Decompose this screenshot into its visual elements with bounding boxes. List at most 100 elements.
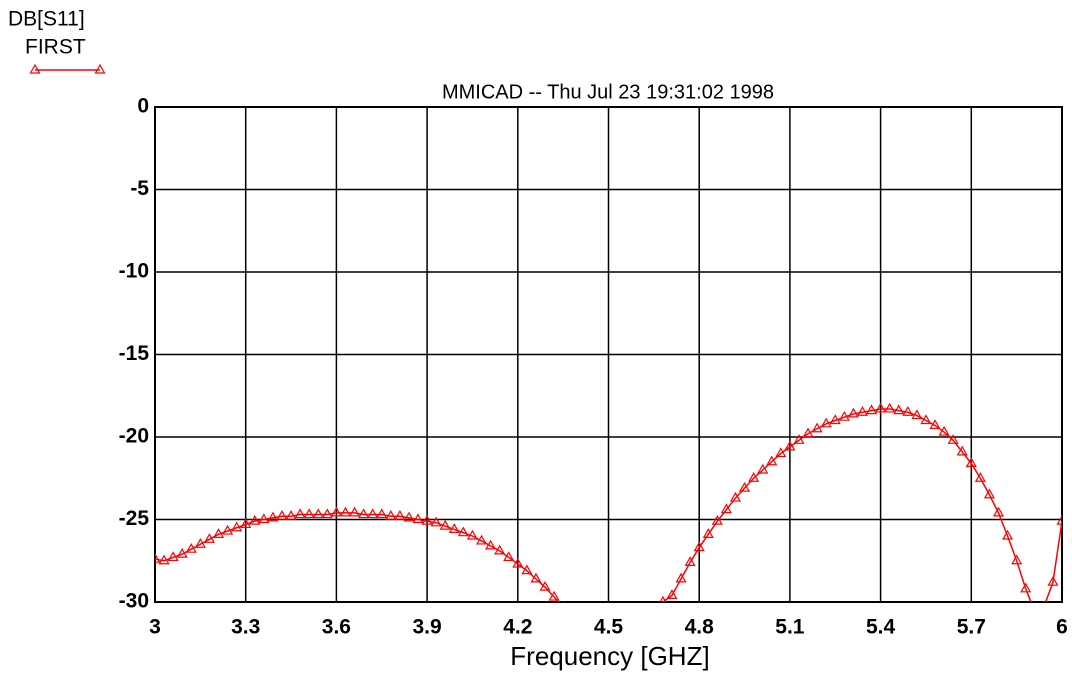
- data-point: [448, 523, 460, 533]
- data-point: [793, 434, 805, 444]
- y-tick-label: -15: [119, 342, 150, 365]
- data-point: [430, 516, 442, 527]
- data-point: [321, 508, 333, 519]
- data-point: [240, 518, 252, 529]
- x-tick-label: 3.9: [412, 616, 441, 639]
- data-point: [503, 551, 515, 562]
- data-point: [312, 508, 324, 519]
- y-tick-label: -5: [130, 177, 149, 200]
- data-point: [938, 425, 950, 436]
- data-point: [766, 455, 778, 466]
- data-point: [457, 526, 469, 537]
- data-point: [729, 491, 742, 502]
- legend: DB[S11] FIRST: [8, 8, 106, 74]
- x-tick-label: 5.1: [775, 616, 805, 639]
- data-point: [838, 410, 850, 421]
- data-point: [992, 506, 1005, 517]
- data-point: [158, 554, 170, 565]
- data-point: [1002, 529, 1014, 540]
- x-tick-label: 3.6: [322, 616, 351, 639]
- data-point: [775, 447, 787, 458]
- data-point: [1030, 607, 1039, 615]
- plot-area: [155, 402, 1062, 635]
- data-point: [893, 404, 905, 415]
- data-point: [512, 557, 524, 568]
- data-point: [820, 417, 832, 428]
- y-tick-label: -10: [119, 260, 149, 283]
- x-tick-label: 5.7: [957, 616, 986, 639]
- x-tick-label: 3.3: [231, 616, 260, 639]
- data-point: [847, 407, 859, 418]
- data-point: [675, 572, 687, 583]
- data-point: [285, 509, 297, 520]
- data-point: [167, 551, 179, 562]
- data-point: [303, 508, 315, 519]
- data-point: [530, 572, 542, 583]
- data-point: [403, 511, 415, 522]
- data-point: [376, 508, 388, 519]
- data-point: [385, 509, 397, 520]
- data-point: [947, 434, 959, 444]
- data-point: [294, 508, 306, 519]
- y-tick-label: -20: [119, 425, 149, 448]
- data-point: [439, 519, 451, 530]
- x-tick-label: 4.5: [594, 616, 624, 639]
- data-point: [739, 481, 751, 492]
- data-point: [521, 564, 533, 575]
- y-axis-label: DB[S11]: [8, 8, 85, 31]
- x-tick-label: 3: [149, 616, 161, 639]
- data-point: [394, 509, 406, 520]
- data-point: [1043, 600, 1045, 602]
- data-point: [231, 521, 243, 532]
- data-point: [856, 406, 868, 416]
- data-point: [577, 627, 586, 635]
- data-point: [155, 552, 161, 563]
- data-point: [956, 445, 968, 456]
- data-point: [412, 513, 424, 524]
- data-point: [222, 524, 234, 535]
- data-point: [983, 488, 995, 499]
- x-tick-label: 5.4: [866, 616, 896, 639]
- data-point: [811, 422, 823, 433]
- data-point: [475, 534, 488, 545]
- data-point: [902, 406, 914, 416]
- data-point: [974, 472, 986, 482]
- x-tick-label: 4.8: [685, 616, 715, 639]
- data-point: [249, 514, 261, 525]
- data-point: [562, 600, 564, 602]
- legend-marker: [29, 63, 106, 74]
- data-point: [367, 508, 379, 519]
- data-point: [339, 506, 351, 517]
- chart-title: MMICAD -- Thu Jul 23 19:31:02 1998: [442, 81, 774, 103]
- data-point: [884, 402, 896, 413]
- data-point: [802, 427, 814, 438]
- data-point: [1011, 554, 1023, 565]
- legend-label: FIRST: [25, 36, 86, 59]
- data-point: [748, 472, 760, 482]
- data-point: [539, 580, 551, 591]
- x-axis-label: Frequency [GHZ]: [510, 641, 709, 671]
- data-point: [702, 528, 714, 538]
- data-point: [784, 440, 796, 451]
- data-point: [267, 511, 279, 522]
- data-point: [929, 419, 941, 430]
- data-point: [1056, 514, 1062, 525]
- data-point: [684, 556, 696, 566]
- data-point: [421, 514, 433, 525]
- x-tick-label: 4.2: [503, 616, 532, 639]
- data-point: [212, 528, 225, 538]
- data-point: [875, 402, 887, 413]
- data-point: [466, 529, 478, 540]
- data-point: [829, 414, 841, 425]
- data-point: [711, 514, 723, 525]
- data-point: [920, 414, 932, 425]
- data-point: [866, 404, 878, 415]
- data-point: [494, 544, 506, 555]
- data-point: [1047, 575, 1059, 586]
- data-point: [666, 589, 678, 599]
- y-tick-label: 0: [137, 95, 149, 118]
- data-point: [330, 506, 342, 517]
- data-point: [358, 508, 370, 519]
- data-point: [568, 614, 577, 622]
